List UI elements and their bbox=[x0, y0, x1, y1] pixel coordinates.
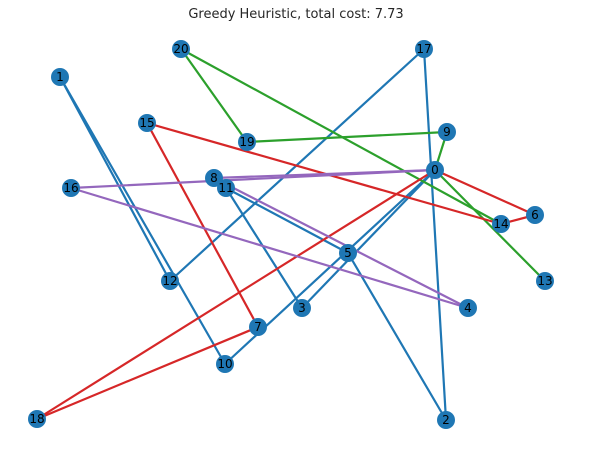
node-label: 14 bbox=[493, 217, 508, 231]
node-marker bbox=[536, 272, 554, 290]
edge-20-14 bbox=[179, 47, 503, 226]
node-15: 15 bbox=[138, 114, 156, 132]
node-3: 3 bbox=[293, 299, 311, 317]
edge-2-17 bbox=[422, 47, 448, 422]
node-marker bbox=[216, 355, 234, 373]
node-marker bbox=[28, 410, 46, 428]
edge-15-7 bbox=[145, 121, 260, 329]
node-label: 4 bbox=[464, 301, 472, 315]
node-label: 3 bbox=[298, 301, 306, 315]
node-18: 18 bbox=[28, 410, 46, 428]
edge-4-16 bbox=[69, 186, 470, 310]
node-6: 6 bbox=[526, 206, 544, 224]
node-16: 16 bbox=[62, 179, 80, 197]
node-19: 19 bbox=[238, 133, 256, 151]
node-2: 2 bbox=[437, 411, 455, 429]
node-20: 20 bbox=[172, 40, 190, 58]
node-0: 0 bbox=[426, 161, 444, 179]
node-13: 13 bbox=[536, 272, 554, 290]
node-marker bbox=[293, 299, 311, 317]
node-label: 6 bbox=[531, 208, 539, 222]
node-label: 16 bbox=[63, 181, 78, 195]
node-marker bbox=[138, 114, 156, 132]
node-label: 20 bbox=[173, 42, 188, 56]
node-marker bbox=[238, 133, 256, 151]
node-marker bbox=[51, 68, 69, 86]
edge-3-11 bbox=[224, 186, 304, 310]
node-1: 1 bbox=[51, 68, 69, 86]
node-label: 9 bbox=[443, 125, 451, 139]
edge-16-0 bbox=[69, 168, 437, 190]
node-10: 10 bbox=[216, 355, 234, 373]
node-marker bbox=[437, 411, 455, 429]
node-marker bbox=[438, 123, 456, 141]
node-marker bbox=[426, 161, 444, 179]
node-label: 12 bbox=[162, 274, 177, 288]
node-label: 5 bbox=[344, 246, 352, 260]
node-4: 4 bbox=[459, 299, 477, 317]
node-marker bbox=[339, 244, 357, 262]
node-marker bbox=[415, 40, 433, 58]
node-marker bbox=[172, 40, 190, 58]
node-marker bbox=[249, 318, 267, 336]
node-8: 8 bbox=[205, 169, 223, 187]
node-label: 7 bbox=[254, 320, 262, 334]
edge-9-19 bbox=[245, 130, 449, 144]
node-9: 9 bbox=[438, 123, 456, 141]
node-marker bbox=[161, 272, 179, 290]
edge-5-2 bbox=[346, 251, 448, 422]
node-marker bbox=[459, 299, 477, 317]
node-label: 2 bbox=[442, 413, 450, 427]
edge-0-13 bbox=[433, 168, 547, 283]
node-label: 10 bbox=[217, 357, 232, 371]
node-marker bbox=[205, 169, 223, 187]
edge-1-10 bbox=[58, 75, 227, 366]
edge-0-3 bbox=[300, 168, 437, 310]
node-marker bbox=[62, 179, 80, 197]
edge-18-0 bbox=[35, 168, 437, 421]
node-17: 17 bbox=[415, 40, 433, 58]
node-marker bbox=[492, 215, 510, 233]
node-label: 1 bbox=[56, 70, 64, 84]
chart-title: Greedy Heuristic, total cost: 7.73 bbox=[188, 7, 404, 22]
node-14: 14 bbox=[492, 215, 510, 233]
edge-8-4 bbox=[212, 176, 470, 310]
edge-layer bbox=[35, 47, 547, 422]
node-label: 0 bbox=[431, 163, 439, 177]
edge-0-6 bbox=[433, 168, 537, 217]
node-label: 13 bbox=[537, 274, 552, 288]
node-label: 11 bbox=[218, 181, 233, 195]
node-12: 12 bbox=[161, 272, 179, 290]
node-11: 11 bbox=[217, 179, 235, 197]
node-marker bbox=[217, 179, 235, 197]
node-label: 8 bbox=[210, 171, 218, 185]
node-marker bbox=[526, 206, 544, 224]
node-label: 18 bbox=[29, 412, 44, 426]
node-5: 5 bbox=[339, 244, 357, 262]
edge-19-20 bbox=[179, 47, 249, 144]
node-7: 7 bbox=[249, 318, 267, 336]
edge-7-18 bbox=[35, 325, 260, 421]
edge-11-5 bbox=[224, 186, 350, 255]
node-label: 19 bbox=[239, 135, 254, 149]
node-label: 17 bbox=[416, 42, 431, 56]
node-label: 15 bbox=[139, 116, 154, 130]
